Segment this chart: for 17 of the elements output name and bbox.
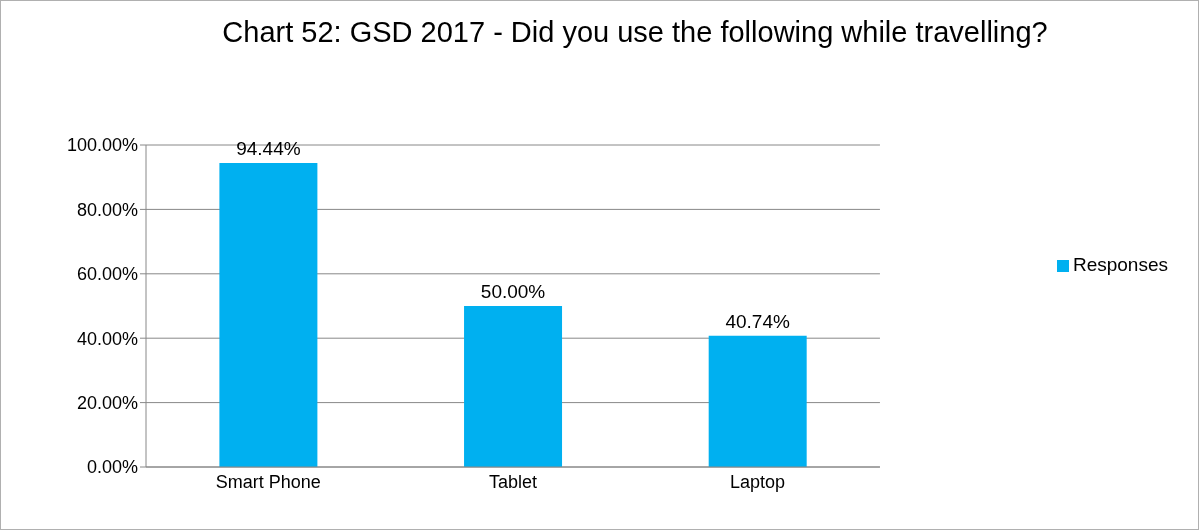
data-label: 50.00% bbox=[480, 281, 546, 302]
bar bbox=[219, 162, 318, 467]
y-tick-label: 40.00% bbox=[76, 328, 138, 349]
data-label: 40.74% bbox=[725, 310, 791, 332]
legend-label: Responses bbox=[1072, 254, 1168, 275]
bar bbox=[464, 306, 563, 467]
bar bbox=[708, 335, 807, 467]
y-tick-label: 80.00% bbox=[76, 199, 138, 220]
x-tick-label: Laptop bbox=[730, 471, 786, 492]
data-label: 94.44% bbox=[236, 137, 301, 159]
y-tick-label: 60.00% bbox=[76, 264, 138, 285]
x-tick-label: Tablet bbox=[488, 471, 537, 492]
chart-title: Chart 52: GSD 2017 - Did you use the following while travelling? bbox=[221, 15, 1049, 49]
y-tick-label: 0.00% bbox=[86, 457, 138, 478]
y-tick-label: 20.00% bbox=[76, 392, 138, 413]
y-tick-label: 100.00% bbox=[66, 135, 138, 156]
x-tick-label: Smart Phone bbox=[215, 471, 321, 492]
